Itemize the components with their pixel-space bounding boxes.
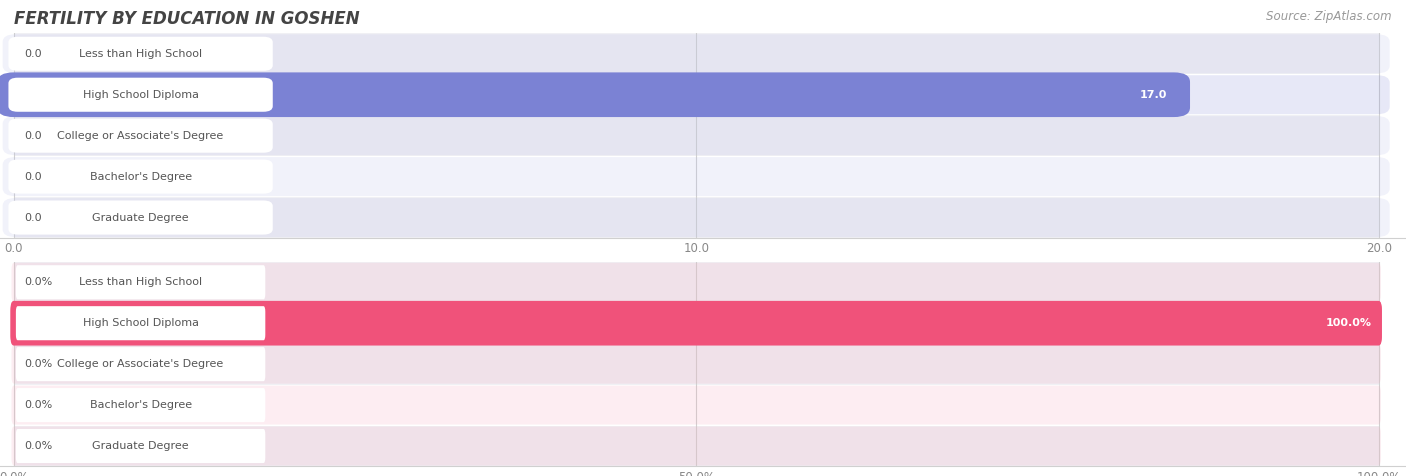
Text: 0.0%: 0.0% bbox=[24, 441, 53, 451]
FancyBboxPatch shape bbox=[0, 73, 1188, 116]
Text: College or Associate's Degree: College or Associate's Degree bbox=[58, 359, 224, 369]
FancyBboxPatch shape bbox=[14, 385, 1379, 426]
FancyBboxPatch shape bbox=[10, 301, 1382, 346]
FancyBboxPatch shape bbox=[11, 263, 1381, 302]
FancyBboxPatch shape bbox=[3, 116, 1389, 155]
FancyBboxPatch shape bbox=[14, 426, 1379, 466]
Text: 0.0: 0.0 bbox=[24, 130, 42, 141]
Text: Bachelor's Degree: Bachelor's Degree bbox=[90, 171, 191, 182]
FancyBboxPatch shape bbox=[14, 115, 1379, 156]
FancyBboxPatch shape bbox=[0, 72, 1189, 117]
Text: Bachelor's Degree: Bachelor's Degree bbox=[90, 400, 191, 410]
FancyBboxPatch shape bbox=[11, 302, 1382, 345]
FancyBboxPatch shape bbox=[3, 157, 1389, 196]
FancyBboxPatch shape bbox=[15, 388, 266, 422]
FancyBboxPatch shape bbox=[8, 37, 273, 71]
Text: Less than High School: Less than High School bbox=[79, 277, 202, 288]
FancyBboxPatch shape bbox=[15, 306, 266, 340]
FancyBboxPatch shape bbox=[14, 303, 1379, 344]
FancyBboxPatch shape bbox=[3, 198, 1389, 237]
FancyBboxPatch shape bbox=[14, 262, 1379, 303]
FancyBboxPatch shape bbox=[14, 344, 1379, 385]
Text: College or Associate's Degree: College or Associate's Degree bbox=[58, 130, 224, 141]
FancyBboxPatch shape bbox=[15, 429, 266, 463]
FancyBboxPatch shape bbox=[15, 265, 266, 299]
FancyBboxPatch shape bbox=[14, 33, 1379, 74]
Text: Graduate Degree: Graduate Degree bbox=[93, 441, 188, 451]
Text: 0.0: 0.0 bbox=[24, 49, 42, 59]
FancyBboxPatch shape bbox=[11, 426, 1381, 466]
Text: 0.0%: 0.0% bbox=[24, 277, 53, 288]
FancyBboxPatch shape bbox=[15, 347, 266, 381]
FancyBboxPatch shape bbox=[3, 75, 1389, 114]
Text: FERTILITY BY EDUCATION IN GOSHEN: FERTILITY BY EDUCATION IN GOSHEN bbox=[14, 10, 360, 28]
FancyBboxPatch shape bbox=[11, 345, 1381, 384]
Text: 17.0: 17.0 bbox=[1140, 89, 1167, 100]
Text: Source: ZipAtlas.com: Source: ZipAtlas.com bbox=[1267, 10, 1392, 22]
FancyBboxPatch shape bbox=[14, 156, 1379, 197]
FancyBboxPatch shape bbox=[8, 200, 273, 235]
FancyBboxPatch shape bbox=[8, 78, 273, 112]
Text: 100.0%: 100.0% bbox=[1326, 318, 1372, 328]
FancyBboxPatch shape bbox=[11, 386, 1381, 425]
Text: Graduate Degree: Graduate Degree bbox=[93, 212, 188, 223]
Text: 0.0: 0.0 bbox=[24, 212, 42, 223]
FancyBboxPatch shape bbox=[11, 304, 1381, 343]
Text: 0.0%: 0.0% bbox=[24, 359, 53, 369]
Text: Less than High School: Less than High School bbox=[79, 49, 202, 59]
FancyBboxPatch shape bbox=[8, 119, 273, 153]
FancyBboxPatch shape bbox=[14, 74, 1379, 115]
Text: 0.0: 0.0 bbox=[24, 171, 42, 182]
Text: 0.0%: 0.0% bbox=[24, 400, 53, 410]
FancyBboxPatch shape bbox=[14, 197, 1379, 238]
Text: High School Diploma: High School Diploma bbox=[83, 89, 198, 100]
FancyBboxPatch shape bbox=[3, 34, 1389, 73]
Text: High School Diploma: High School Diploma bbox=[83, 318, 198, 328]
FancyBboxPatch shape bbox=[8, 159, 273, 194]
